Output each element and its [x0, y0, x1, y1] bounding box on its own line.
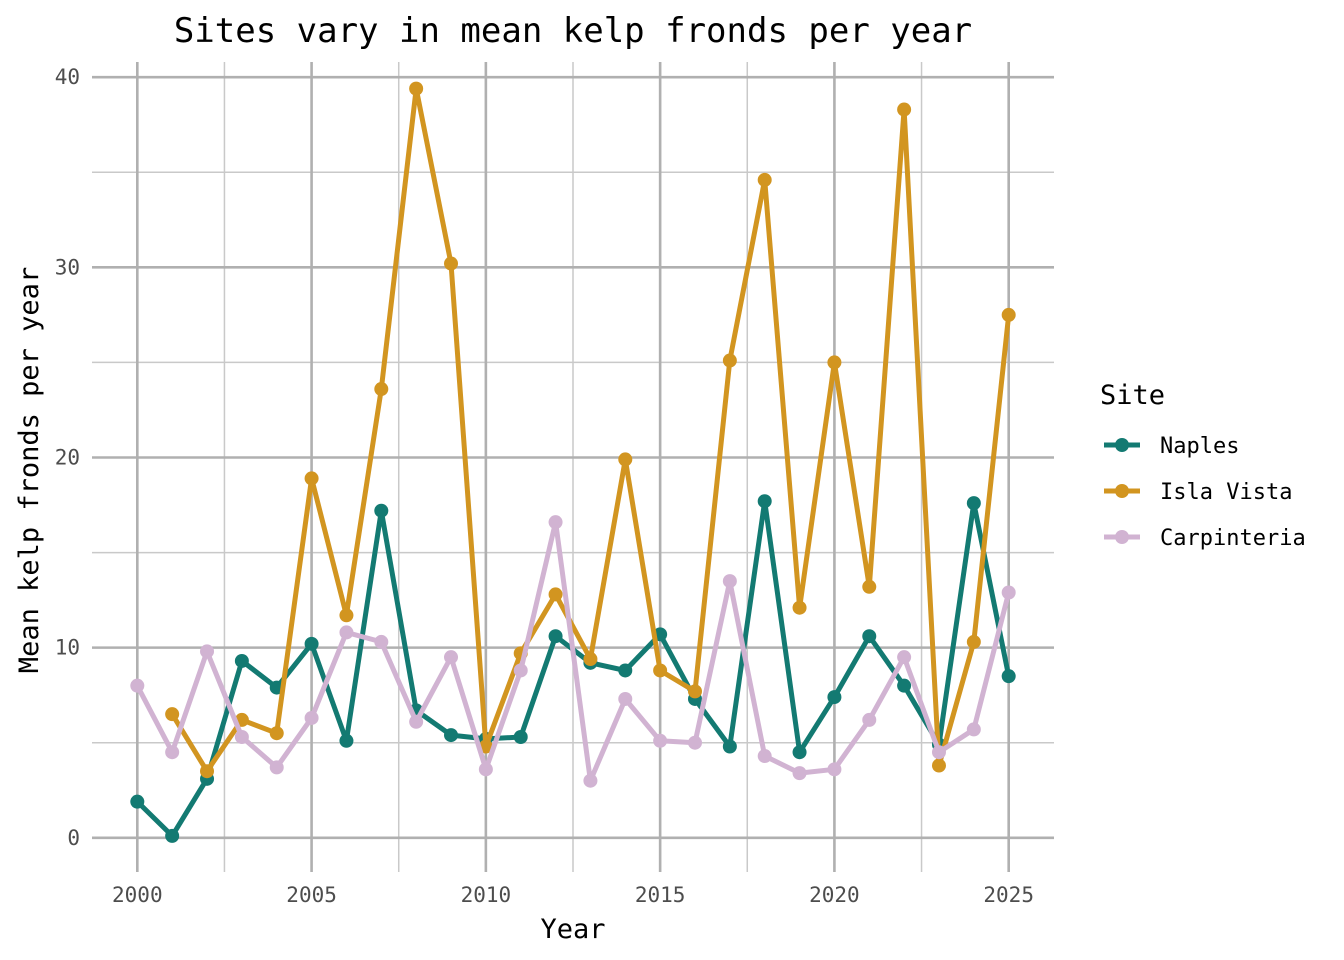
series-line-carpinteria	[134, 519, 1012, 784]
data-point-carpinteria	[722, 574, 737, 589]
data-point-carpinteria	[548, 515, 563, 530]
data-point-naples	[339, 733, 354, 748]
series-isla-vista	[165, 81, 1016, 779]
legend: Site Naples Isla Vista Carpinteria	[1100, 380, 1306, 551]
y-tick-label: 0	[67, 826, 80, 850]
data-point-carpinteria	[339, 625, 354, 640]
x-tick-label: 2020	[809, 883, 860, 907]
data-point-naples	[444, 728, 459, 743]
data-point-naples	[513, 730, 528, 744]
x-tick-label: 2010	[461, 883, 512, 907]
data-point-naples	[548, 629, 563, 644]
data-point-naples	[966, 496, 981, 511]
x-tick-label: 2005	[286, 883, 337, 907]
data-point-isla-vista	[409, 81, 424, 96]
data-point-naples	[722, 739, 737, 754]
data-point-isla-vista	[827, 355, 842, 370]
data-point-naples	[130, 794, 145, 809]
legend-item-isla-vista: Isla Vista	[1104, 480, 1292, 505]
data-point-carpinteria	[931, 745, 946, 760]
data-point-carpinteria	[304, 710, 319, 725]
data-point-carpinteria	[862, 712, 877, 727]
y-axis-title: Mean kelp fronds per year	[14, 267, 45, 673]
data-point-carpinteria	[269, 760, 284, 775]
tick-labels: 2000 2005 2010 2015 2020 2025 0 10 20 30 40	[55, 65, 1034, 907]
data-point-carpinteria	[478, 762, 493, 777]
data-point-carpinteria	[757, 749, 772, 764]
data-point-carpinteria	[792, 766, 807, 781]
data-point-isla-vista	[269, 726, 284, 741]
data-point-carpinteria	[966, 722, 981, 737]
legend-item-naples: Naples	[1104, 434, 1239, 459]
data-point-naples	[234, 653, 249, 668]
data-point-isla-vista	[444, 256, 459, 271]
data-point-isla-vista	[374, 382, 389, 397]
data-point-isla-vista	[618, 452, 633, 467]
data-point-carpinteria	[200, 644, 215, 659]
data-point-carpinteria	[409, 714, 424, 729]
x-axis-title: Year	[540, 914, 605, 945]
data-point-carpinteria	[444, 650, 459, 665]
data-point-naples	[757, 494, 772, 509]
data-point-isla-vista	[548, 587, 563, 602]
chart-title: Sites vary in mean kelp fronds per year	[174, 11, 972, 51]
data-point-isla-vista	[862, 579, 877, 594]
data-point-naples	[1001, 669, 1016, 684]
x-tick-label: 2000	[112, 883, 163, 907]
data-point-carpinteria	[618, 691, 633, 706]
data-point-isla-vista	[583, 652, 598, 667]
series-layer	[130, 81, 1016, 843]
legend-key-point	[1115, 530, 1129, 544]
data-point-naples	[827, 690, 842, 705]
data-point-isla-vista	[200, 764, 215, 779]
data-point-carpinteria	[897, 650, 912, 665]
legend-key-point	[1115, 438, 1129, 452]
data-point-naples	[792, 745, 807, 760]
x-tick-label: 2015	[635, 883, 686, 907]
y-tick-label: 40	[55, 65, 80, 89]
data-point-carpinteria	[513, 663, 528, 678]
data-point-naples	[374, 503, 389, 518]
legend-title: Site	[1100, 380, 1165, 411]
data-point-isla-vista	[792, 600, 807, 615]
data-point-carpinteria	[1001, 585, 1016, 600]
legend-label: Carpinteria	[1160, 526, 1306, 551]
data-point-isla-vista	[304, 471, 319, 486]
data-point-carpinteria	[827, 762, 842, 777]
data-point-isla-vista	[757, 172, 772, 187]
data-point-isla-vista	[722, 353, 737, 368]
data-point-carpinteria	[130, 678, 145, 693]
y-tick-label: 10	[55, 636, 80, 660]
legend-key-point	[1115, 484, 1129, 498]
data-point-carpinteria	[687, 735, 702, 750]
data-point-isla-vista	[687, 684, 702, 699]
legend-item-carpinteria: Carpinteria	[1104, 526, 1306, 551]
data-point-naples	[862, 629, 877, 644]
y-tick-label: 20	[55, 445, 80, 469]
data-point-carpinteria	[234, 730, 249, 744]
data-point-isla-vista	[165, 707, 180, 722]
data-point-carpinteria	[165, 745, 180, 760]
data-point-isla-vista	[966, 634, 981, 649]
data-point-naples	[897, 678, 912, 693]
legend-label: Naples	[1160, 434, 1239, 459]
data-point-isla-vista	[931, 758, 946, 773]
data-point-isla-vista	[339, 608, 354, 623]
x-tick-label: 2025	[983, 883, 1034, 907]
data-point-isla-vista	[653, 663, 668, 678]
data-point-carpinteria	[374, 634, 389, 649]
data-point-carpinteria	[653, 733, 668, 748]
y-tick-label: 30	[55, 255, 80, 279]
data-point-carpinteria	[583, 773, 598, 788]
data-point-naples	[304, 636, 319, 651]
series-carpinteria	[130, 515, 1016, 788]
data-point-isla-vista	[1001, 307, 1016, 322]
data-point-naples	[165, 828, 180, 843]
legend-label: Isla Vista	[1160, 480, 1292, 505]
data-point-naples	[618, 663, 633, 678]
data-point-isla-vista	[897, 102, 912, 117]
